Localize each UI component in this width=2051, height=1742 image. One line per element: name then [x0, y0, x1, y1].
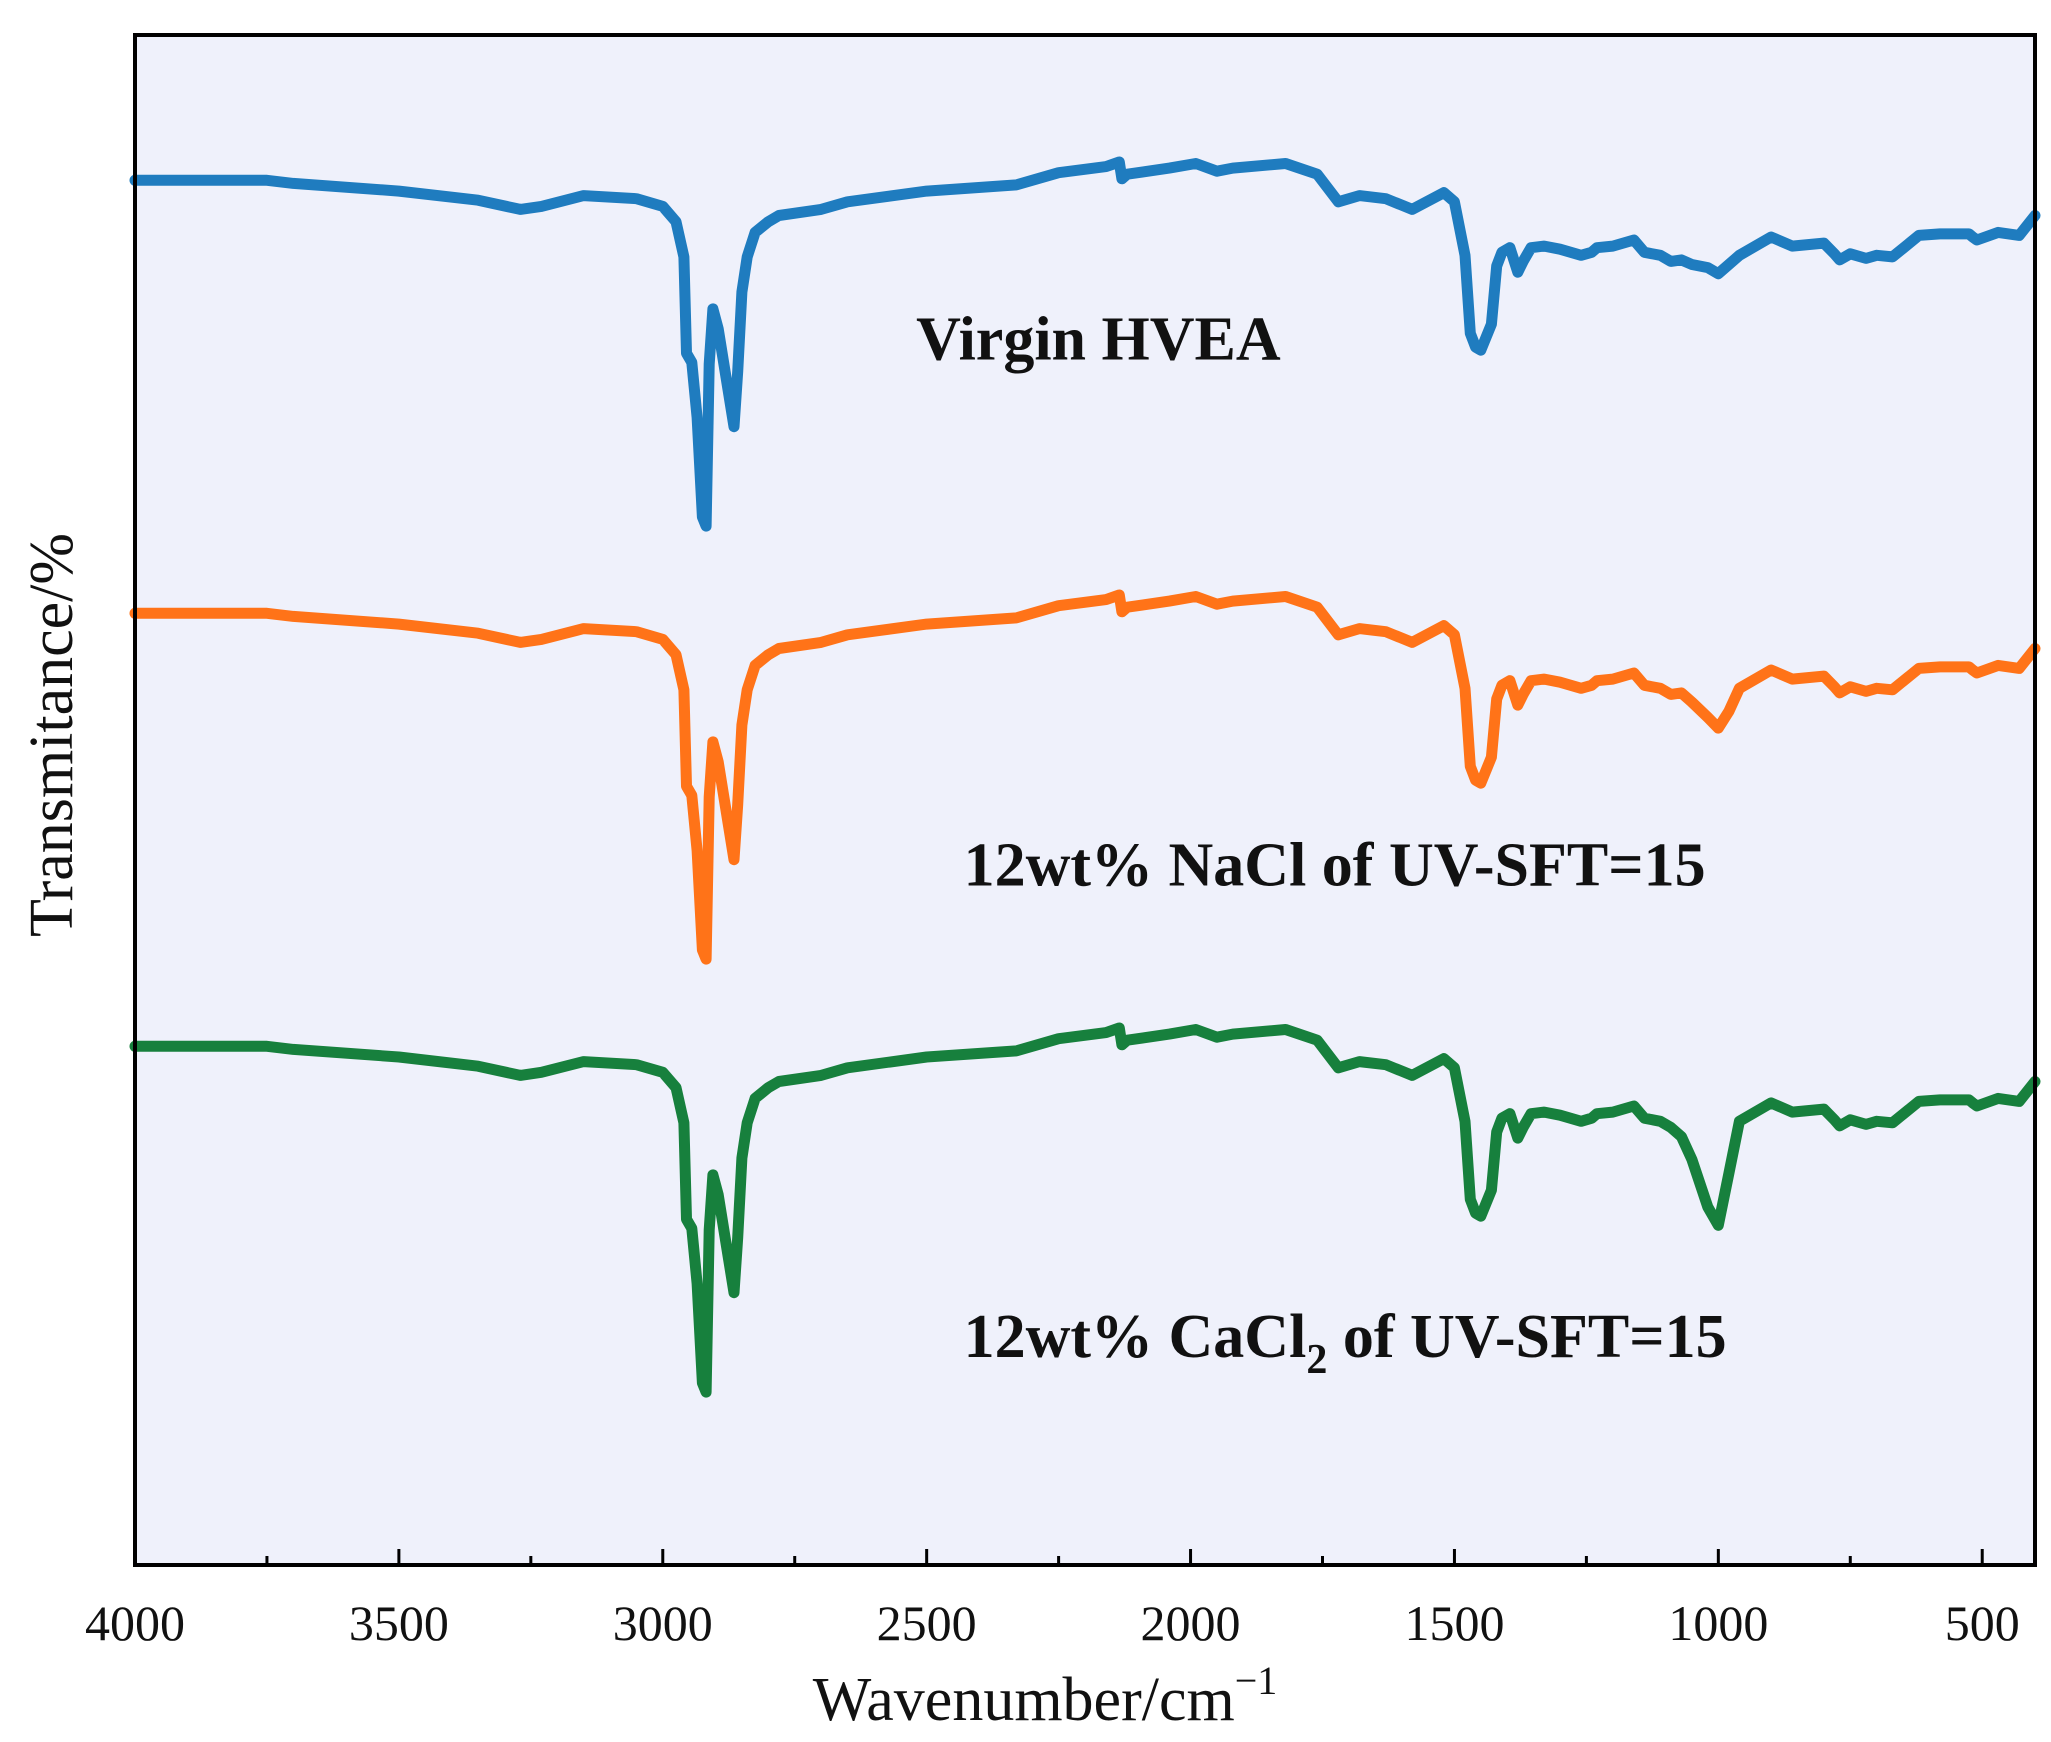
- series-label-subscript: 2: [1306, 1337, 1327, 1383]
- series-label-main: 12wt% CaCl: [964, 1303, 1307, 1371]
- y-axis-title: Transmitance/%: [18, 533, 86, 937]
- series-line-1: [129, 156, 2041, 532]
- series-line-2: [129, 589, 2041, 965]
- series-label-2: 12wt% NaCl of UV-SFT=15: [964, 832, 1706, 900]
- x-tick-label-1500: 1500: [1404, 1595, 1504, 1651]
- series-layer: [129, 156, 2041, 1398]
- x-tick-label-2000: 2000: [1141, 1595, 1241, 1651]
- series-label-1: Virgin HVEA: [916, 305, 1281, 373]
- x-tick-label-4000: 4000: [85, 1595, 185, 1651]
- series-label-main: Virgin HVEA: [916, 305, 1281, 373]
- x-tick-label-3000: 3000: [613, 1595, 713, 1651]
- plot-area: [135, 35, 2035, 1565]
- x-ticks: [133, 1549, 1984, 1565]
- plot-frame: [133, 33, 2037, 1567]
- series-label-main: 12wt% NaCl of UV-SFT=15: [964, 832, 1706, 900]
- plot-border: [133, 33, 2037, 1567]
- x-axis-title: Wavenumber/cm−1: [813, 1658, 1278, 1734]
- x-tick-label-1000: 1000: [1668, 1595, 1768, 1651]
- x-tick-label-3500: 3500: [349, 1595, 449, 1651]
- series-label-layer: Virgin HVEA 12wt% NaCl of UV-SFT=15 12wt% …: [916, 305, 1726, 1383]
- series-label-tail: of UV-SFT=15: [1327, 1303, 1726, 1371]
- plot-background: [135, 35, 2035, 1565]
- x-tick-label-500: 500: [1945, 1595, 2020, 1651]
- x-tick-label-2500: 2500: [877, 1595, 977, 1651]
- series-line-3: [129, 1022, 2041, 1398]
- x-tick-labels: 4000 3500 3000 2500 2000 1500 1000 500: [85, 1595, 2020, 1651]
- series-label-3: 12wt% CaCl2 of UV-SFT=15: [964, 1303, 1727, 1383]
- x-axis-title-superscript: −1: [1235, 1658, 1278, 1703]
